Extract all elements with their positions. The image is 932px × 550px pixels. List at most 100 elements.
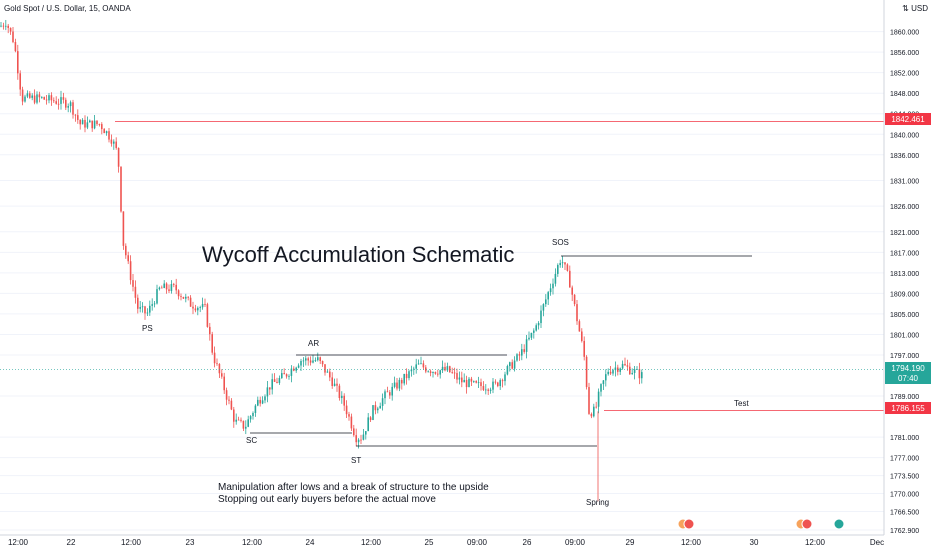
flag-icon[interactable] (683, 518, 695, 530)
candle-body (312, 360, 314, 363)
candle-body (528, 337, 530, 340)
candle-body (434, 372, 437, 374)
time-axis-ticks[interactable]: 12:00 22 12:00 23 12:00 24 12:00 25 09:0… (8, 538, 884, 547)
candle-body (295, 367, 297, 371)
note-line-2: Stopping out early buyers before the act… (218, 494, 436, 505)
candle-body (14, 42, 17, 52)
candle-body (110, 139, 113, 144)
candle-body (561, 262, 564, 264)
price-tick: 1826.000 (890, 204, 919, 211)
candle-body (0, 25, 2, 27)
candle-body (17, 51, 19, 74)
candle-body (125, 245, 127, 256)
flag-icon[interactable] (833, 518, 845, 530)
economic-events[interactable] (677, 518, 845, 530)
candle-body (595, 406, 597, 408)
candle-body (105, 131, 108, 134)
flag-icon[interactable] (801, 518, 813, 530)
candle-body (357, 439, 360, 443)
note-line-1: Manipulation after lows and a break of s… (218, 482, 489, 493)
candle-body (86, 122, 89, 128)
candle-body (497, 382, 499, 387)
candle-body (254, 405, 257, 414)
candle-body (161, 287, 163, 289)
candle-body (177, 290, 180, 297)
candle-body (384, 391, 386, 399)
candle-body (93, 120, 96, 129)
currency-label[interactable]: ⇅ USD (902, 4, 928, 13)
candle-body (127, 255, 129, 262)
candle-body (549, 288, 552, 293)
candle-body (314, 360, 317, 361)
candle-body (489, 389, 492, 391)
candle-body (485, 389, 487, 391)
candle-body (379, 405, 381, 409)
candle-body (535, 325, 537, 331)
candle-body (134, 286, 137, 298)
candle-body (617, 367, 619, 372)
candle-body (451, 372, 453, 373)
price-tick: 1821.000 (890, 230, 919, 237)
candle-body (338, 385, 341, 399)
candle-body (237, 419, 240, 421)
candle-body (525, 339, 528, 352)
price-tick: 1797.000 (890, 353, 919, 360)
candle-body (139, 307, 141, 309)
candle-body (242, 420, 245, 429)
symbol-title[interactable]: Gold Spot / U.S. Dollar, 15, OANDA (4, 4, 131, 13)
candle-body (439, 370, 441, 375)
time-tick: Dec (870, 538, 884, 547)
candle-body (84, 119, 86, 128)
candle-body (271, 379, 273, 390)
candle-body (192, 306, 194, 309)
last-price-label: 1794.190 07:40 (885, 362, 931, 384)
candle-body (321, 360, 324, 365)
candle-body (43, 97, 45, 100)
candle-body (602, 380, 605, 385)
candle-body (101, 124, 103, 130)
label-sos: SOS (552, 238, 569, 247)
candle-body (108, 131, 110, 140)
candle-body (261, 400, 264, 404)
candle-body (228, 399, 230, 401)
time-tick: 24 (306, 538, 315, 547)
candle-body (444, 366, 446, 371)
price-tick: 1831.000 (890, 178, 919, 185)
price-tick: 1789.000 (890, 394, 919, 401)
candle-body (206, 304, 209, 327)
time-tick: 12:00 (8, 538, 29, 547)
label-sc: SC (246, 436, 257, 445)
candle-body (182, 296, 185, 299)
time-tick: 12:00 (361, 538, 382, 547)
candle-body (168, 289, 170, 291)
price-axis-ticks[interactable]: 1860.0001856.0001852.0001848.0001844.000… (890, 30, 919, 535)
candle-body (197, 307, 199, 311)
time-tick: 22 (67, 538, 76, 547)
candle-body (175, 284, 177, 291)
candle-body (545, 299, 547, 305)
candle-body (163, 283, 165, 288)
test-level-label: 1786.155 (885, 402, 931, 414)
candle-body (336, 383, 338, 386)
candle-body (492, 381, 494, 390)
time-tick: 26 (523, 538, 532, 547)
candle-body (33, 95, 36, 103)
candle-body (369, 417, 372, 420)
candle-body (405, 373, 408, 379)
candle-body (482, 386, 485, 390)
candle-body (115, 141, 117, 148)
candle-body (309, 360, 312, 363)
candle-body (288, 375, 290, 377)
candle-body (353, 428, 355, 436)
candle-body (285, 374, 288, 377)
candle-body (403, 373, 405, 384)
price-tick: 1860.000 (890, 30, 919, 37)
time-tick: 25 (425, 538, 434, 547)
candle-body (7, 25, 9, 28)
candle-body (477, 382, 480, 384)
candle-body (216, 363, 218, 365)
price-tick: 1813.000 (890, 271, 919, 278)
candle-body (36, 94, 38, 103)
